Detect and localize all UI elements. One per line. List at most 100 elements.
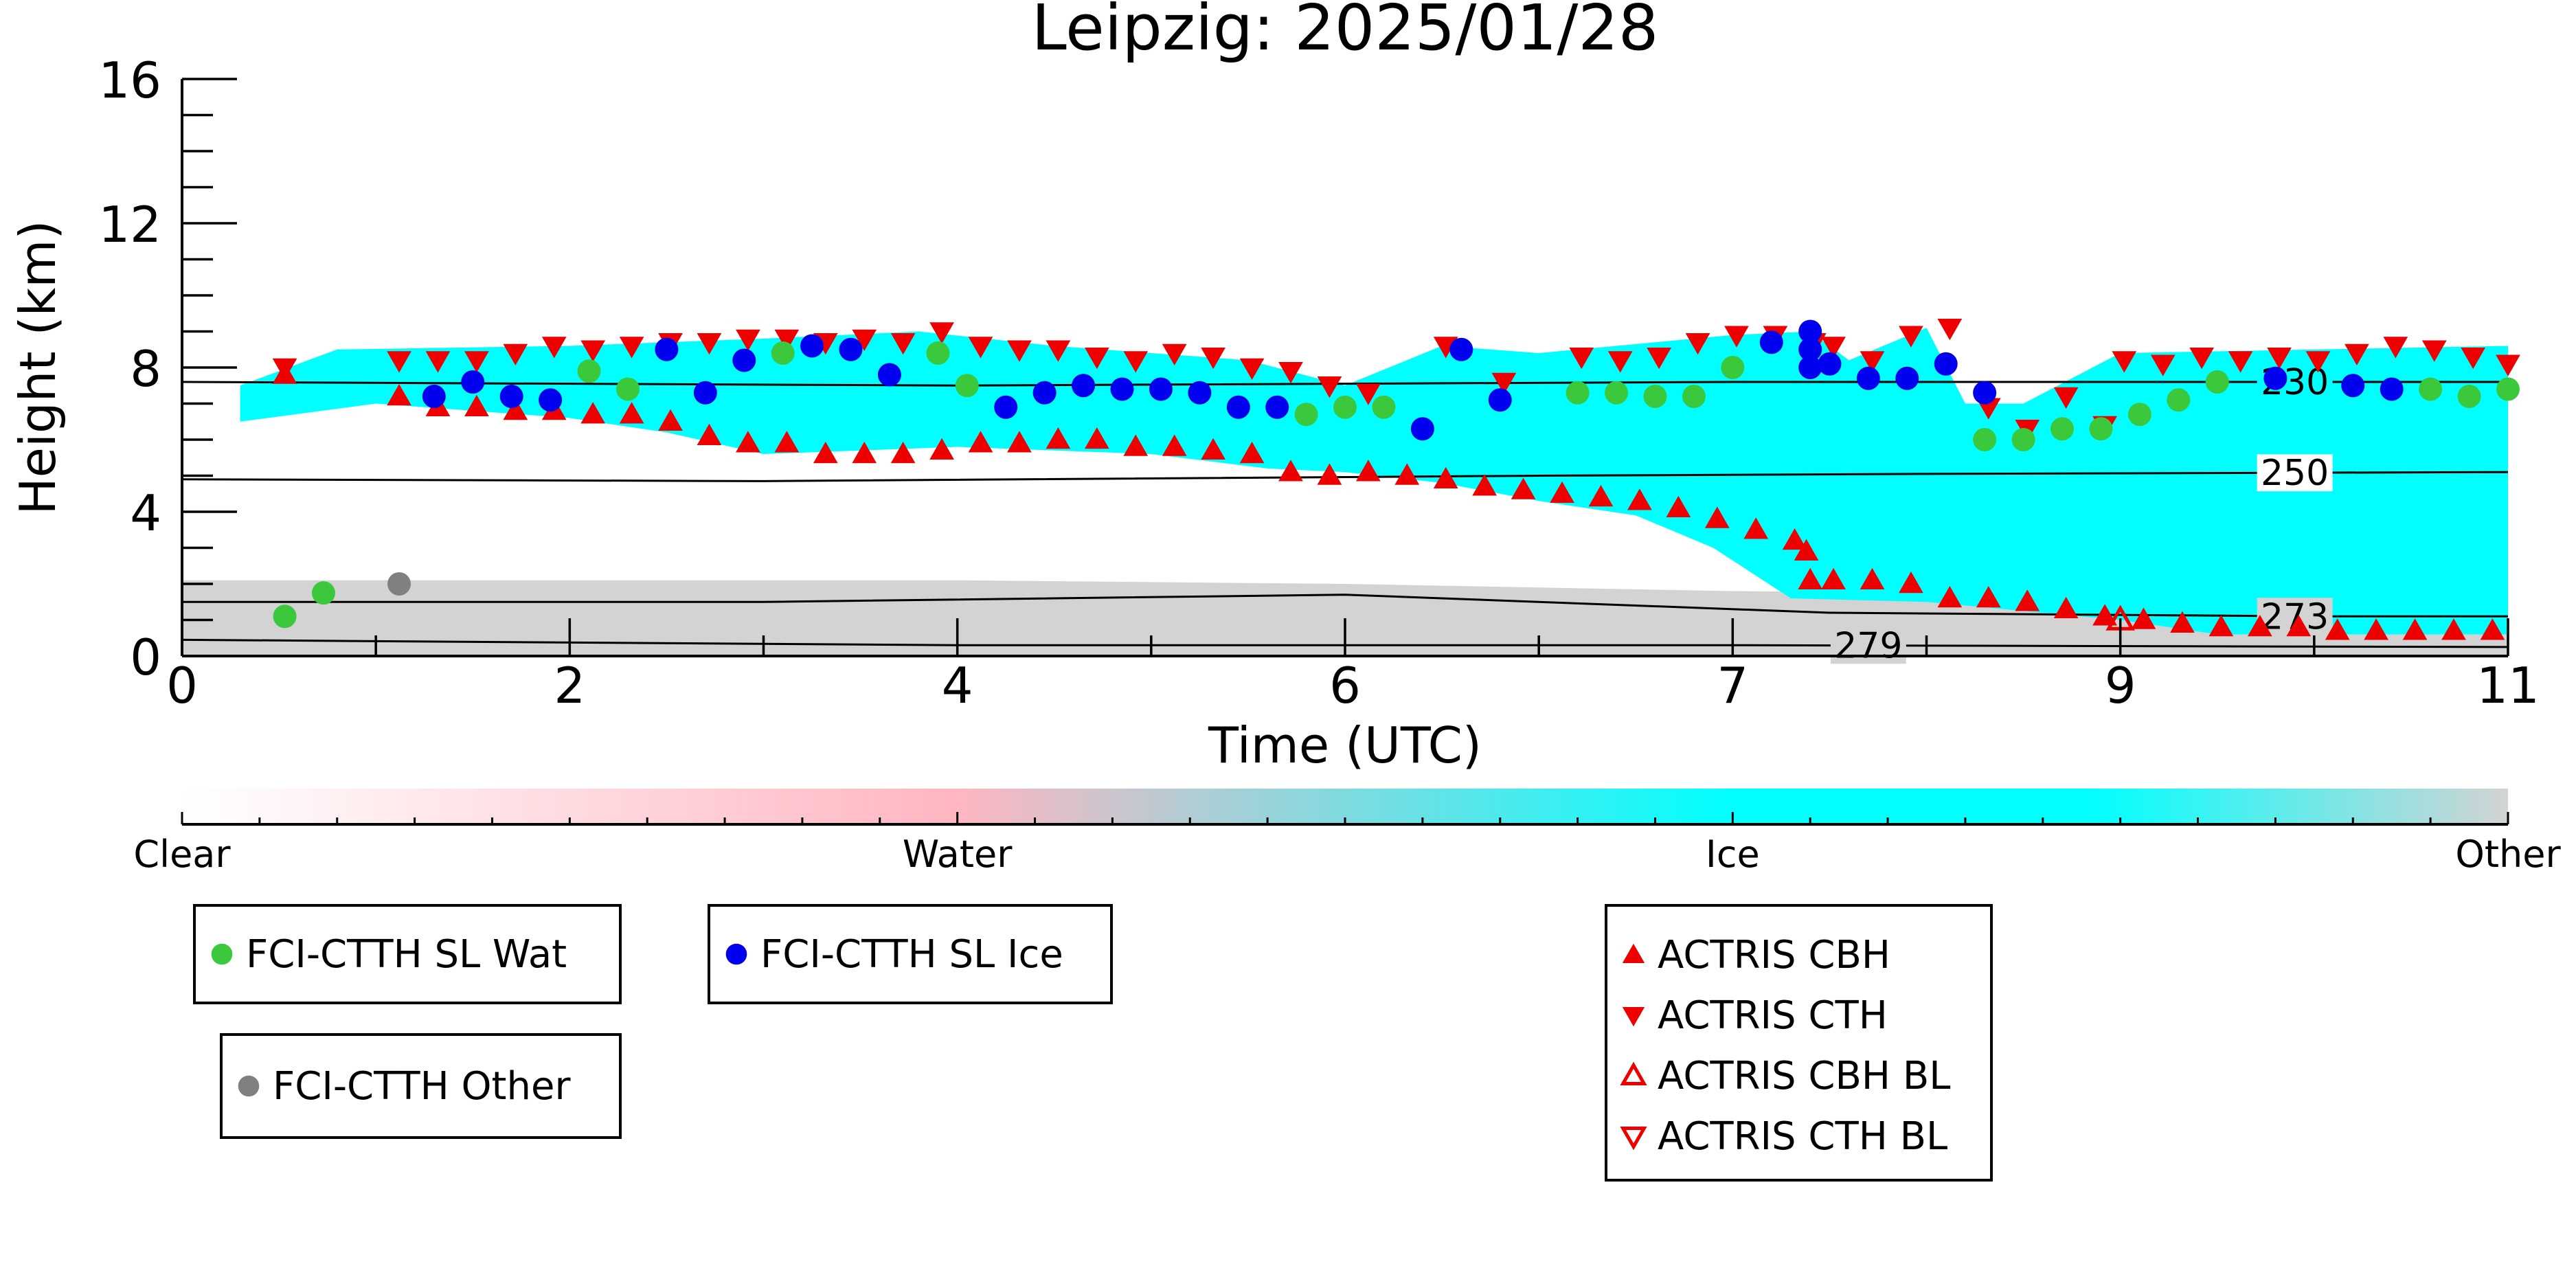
point-fci-ctth-sl-ice bbox=[693, 381, 717, 405]
legend-box-2: FCI-CTTH SL Ice bbox=[708, 904, 1113, 1004]
point-fci-ctth-sl-ice bbox=[1488, 388, 1512, 412]
point-actris-cth bbox=[2383, 337, 2408, 359]
point-fci-ctth-sl-wat bbox=[2457, 385, 2481, 408]
point-actris-cbh bbox=[1433, 466, 1458, 488]
point-fci-ctth-sl-ice bbox=[1188, 381, 1212, 405]
point-actris-cbh bbox=[1782, 528, 1807, 550]
point-actris-cth bbox=[541, 337, 567, 359]
point-actris-cbh bbox=[2441, 618, 2466, 640]
point-actris-cbh bbox=[1394, 463, 1420, 485]
point-actris-cbh bbox=[774, 431, 800, 453]
contour-label-250: 250 bbox=[2261, 453, 2329, 494]
point-actris-cbh bbox=[1794, 539, 1819, 561]
y-tick-label: 4 bbox=[130, 484, 161, 542]
x-ticks: 0 2 4 6 7 9 11 bbox=[166, 618, 2540, 714]
legend-marker-fci-ctth-other bbox=[238, 1075, 260, 1097]
point-actris-cbh bbox=[1860, 567, 1885, 589]
point-fci-ctth-sl-wat bbox=[1372, 395, 1396, 419]
point-fci-ctth-sl-wat bbox=[2419, 377, 2443, 401]
point-actris-cth bbox=[1685, 333, 1710, 355]
point-actris-cbh bbox=[2015, 589, 2040, 611]
point-actris-cth bbox=[2421, 340, 2447, 362]
point-actris-cbh bbox=[1821, 567, 1846, 589]
point-actris-cth bbox=[387, 351, 411, 373]
point-actris-cth bbox=[1937, 319, 1963, 341]
point-fci-ctth-sl-ice bbox=[1798, 337, 1822, 361]
point-actris-cbh bbox=[929, 438, 954, 460]
x-tick-label: 11 bbox=[2476, 657, 2540, 714]
point-fci-ctth-other bbox=[387, 572, 411, 596]
point-fci-ctth-sl-ice bbox=[1226, 395, 1250, 419]
point-actris-cth bbox=[1491, 372, 1517, 395]
point-actris-cbh bbox=[1798, 567, 1823, 589]
colorbar-label-clear: Clear bbox=[133, 833, 231, 876]
point-actris-cth bbox=[2267, 348, 2292, 370]
point-actris-cbh bbox=[2208, 614, 2234, 637]
legend-label-fci-ctth-sl-ice: FCI-CTTH SL Ice bbox=[760, 932, 1063, 977]
point-actris-cth bbox=[1355, 383, 1381, 405]
point-fci-ctth-sl-ice bbox=[877, 363, 901, 387]
colorbar-label-water: Water bbox=[903, 833, 1013, 876]
point-actris-cth bbox=[1201, 348, 1225, 370]
colorbar-ticks: Clear Water Ice Other bbox=[133, 812, 2561, 876]
point-actris-cbh bbox=[580, 402, 606, 424]
y-axis-label: Height (km) bbox=[9, 221, 67, 515]
x-tick-label: 6 bbox=[1329, 657, 1361, 714]
point-actris-cbh bbox=[1355, 460, 1381, 482]
point-actris-cbh bbox=[1123, 434, 1149, 456]
point-actris-cbh bbox=[968, 431, 993, 453]
point-actris-cbh bbox=[2325, 618, 2350, 640]
point-actris-cbh bbox=[736, 431, 760, 453]
point-actris-cth bbox=[852, 329, 877, 352]
point-actris-cth bbox=[1647, 348, 1671, 370]
x-tick-label: 9 bbox=[2105, 657, 2136, 714]
point-fci-ctth-sl-ice bbox=[1818, 352, 1842, 376]
y-tick-label: 0 bbox=[130, 629, 161, 686]
chart-title: Leipzig: 2025/01/28 bbox=[1032, 0, 1659, 65]
point-actris-cth bbox=[774, 329, 800, 352]
point-fci-ctth-sl-wat bbox=[926, 341, 950, 365]
contour-label-bg bbox=[1830, 626, 1906, 664]
point-actris-cth bbox=[2053, 387, 2079, 409]
point-actris-cbh bbox=[503, 398, 528, 420]
point-actris-cth bbox=[1278, 362, 1303, 384]
x-tick-label: 2 bbox=[554, 657, 585, 714]
point-fci-ctth-sl-wat bbox=[2167, 388, 2191, 412]
point-actris-cth bbox=[580, 340, 606, 362]
legend-frame bbox=[1605, 904, 1993, 1182]
point-actris-cbh bbox=[2364, 618, 2388, 640]
point-fci-ctth-sl-ice bbox=[1072, 374, 1096, 398]
point-actris-cth bbox=[1569, 348, 1594, 370]
point-fci-ctth-sl-ice bbox=[1449, 337, 1473, 361]
point-fci-ctth-sl-ice bbox=[1973, 381, 1997, 405]
legend-label-actris-cth: ACTRIS CTH bbox=[1658, 993, 1888, 1038]
point-actris-cth bbox=[1724, 326, 1749, 348]
point-fci-ctth-sl-wat bbox=[2050, 417, 2075, 441]
point-actris-cbh bbox=[1007, 431, 1032, 453]
point-actris-cbh bbox=[1937, 585, 1963, 608]
point-actris-cth bbox=[2189, 348, 2215, 370]
point-actris-cbh bbox=[1899, 571, 1923, 594]
point-actris-cth bbox=[2305, 351, 2331, 373]
point-actris-cth bbox=[1007, 340, 1032, 362]
series-actris-cbh bbox=[272, 362, 2505, 640]
point-fci-ctth-sl-ice bbox=[1856, 366, 1880, 390]
point-fci-ctth-sl-wat bbox=[1294, 403, 1318, 427]
point-actris-cth bbox=[890, 333, 916, 355]
point-fci-ctth-sl-ice bbox=[1798, 356, 1822, 379]
point-actris-cbh bbox=[2286, 614, 2312, 637]
point-fci-ctth-sl-wat bbox=[1333, 395, 1357, 419]
legend-label-fci-ctth-sl-wat: FCI-CTTH SL Wat bbox=[246, 932, 567, 977]
point-actris-cbh bbox=[813, 441, 838, 464]
y-tick-label: 16 bbox=[98, 52, 161, 109]
point-actris-cth bbox=[1239, 358, 1265, 381]
point-fci-ctth-sl-ice bbox=[422, 385, 446, 408]
point-fci-ctth-sl-wat bbox=[1643, 385, 1667, 408]
point-actris-cbh bbox=[1162, 434, 1187, 456]
point-actris-cbh bbox=[697, 423, 722, 445]
x-axis-label: Time (UTC) bbox=[1208, 716, 1482, 774]
point-actris-cth bbox=[1084, 348, 1109, 370]
point-fci-ctth-sl-wat bbox=[311, 581, 335, 605]
point-actris-cth bbox=[1607, 351, 1633, 373]
point-fci-ctth-sl-ice bbox=[1032, 381, 1057, 405]
